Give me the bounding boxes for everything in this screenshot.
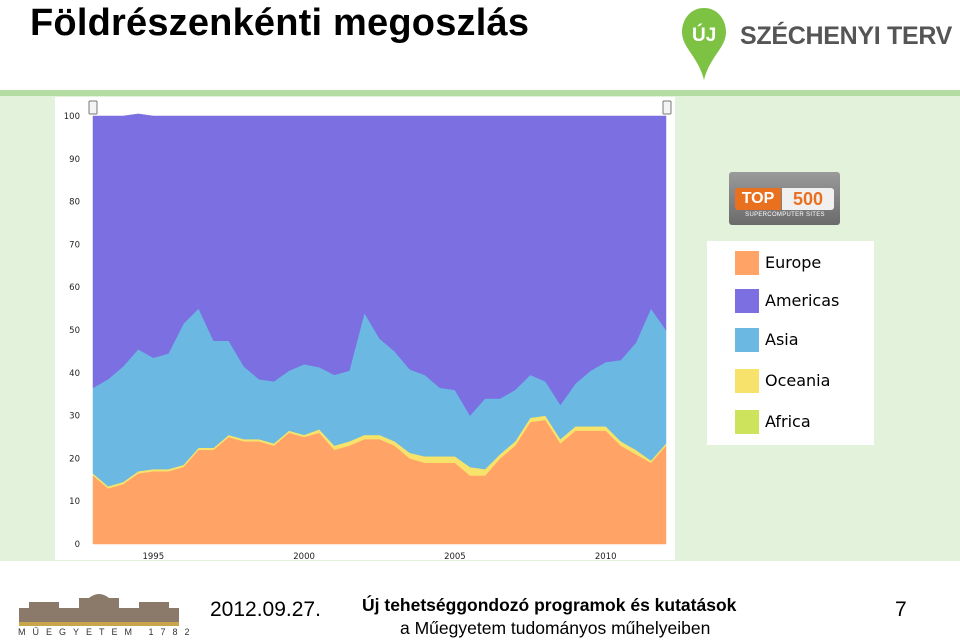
footer-title: Új tehetséggondozó programok és kutatáso… (362, 595, 737, 615)
area-series-americas (92, 113, 667, 417)
legend-swatch-africa (735, 410, 759, 434)
y-tick-label: 10 (69, 497, 80, 507)
y-tick-label: 90 (69, 155, 80, 165)
legend-label-oceania: Oceania (765, 371, 831, 390)
x-tick-label: 2005 (444, 552, 466, 560)
range-handle-left[interactable] (88, 100, 98, 115)
y-tick-label: 0 (75, 540, 80, 550)
legend-label-africa: Africa (765, 412, 811, 431)
legend-swatch-oceania (735, 369, 759, 393)
x-tick-label: 1995 (142, 552, 164, 560)
legend-swatch-asia (735, 328, 759, 352)
y-tick-label: 40 (69, 369, 80, 379)
legend-label-americas: Americas (765, 291, 840, 310)
x-tick-label: 2010 (595, 552, 617, 560)
area-chart: 0 10 20 30 40 50 60 70 80 90 100 1995 2000 2005 2010 (55, 97, 675, 560)
logo-name-text: SZÉCHENYI TERV (740, 22, 953, 50)
bme-university-text: MŰEGYETEM 1782 (18, 627, 197, 637)
footer-date: 2012.09.27. (210, 598, 321, 621)
legend-label-asia: Asia (765, 330, 799, 349)
page-number: 7 (895, 598, 907, 621)
logo-uj-text: ÚJ (692, 25, 717, 46)
footer-subtitle: a Műegyetem tudományos műhelyeiben (400, 618, 711, 638)
top500-top-text: TOP (735, 188, 781, 210)
chart-legend: Europe Americas Asia Oceania Africa (707, 241, 874, 445)
y-tick-label: 30 (69, 412, 80, 422)
slide-title: Földrészenkénti megoszlás (30, 2, 530, 44)
y-tick-label: 100 (64, 112, 80, 122)
top500-num-text: 500 (782, 188, 834, 210)
y-tick-label: 80 (69, 198, 80, 208)
bme-logo: MŰEGYETEM 1782 (15, 592, 200, 640)
y-tick-label: 50 (69, 326, 80, 336)
szechenyi-terv-logo: ÚJ SZÉCHENYI TERV (680, 4, 953, 84)
x-tick-label: 2000 (293, 552, 315, 560)
y-tick-label: 60 (69, 283, 80, 293)
y-tick-label: 70 (69, 240, 80, 250)
top500-logo: TOP 500 SUPERCOMPUTER SITES (729, 172, 840, 225)
legend-swatch-americas (735, 289, 759, 313)
area-chart-svg: 0 10 20 30 40 50 60 70 80 90 100 1995 2000 2005 2010 (64, 100, 672, 560)
legend-swatch-europe (735, 251, 759, 275)
range-handle-right[interactable] (662, 100, 672, 115)
pin-logo-icon (682, 8, 726, 80)
header-divider (0, 90, 960, 96)
top500-subtitle: SUPERCOMPUTER SITES (745, 212, 825, 218)
building-icon (19, 594, 179, 626)
y-tick-label: 20 (69, 454, 80, 464)
legend-label-europe: Europe (765, 253, 822, 272)
